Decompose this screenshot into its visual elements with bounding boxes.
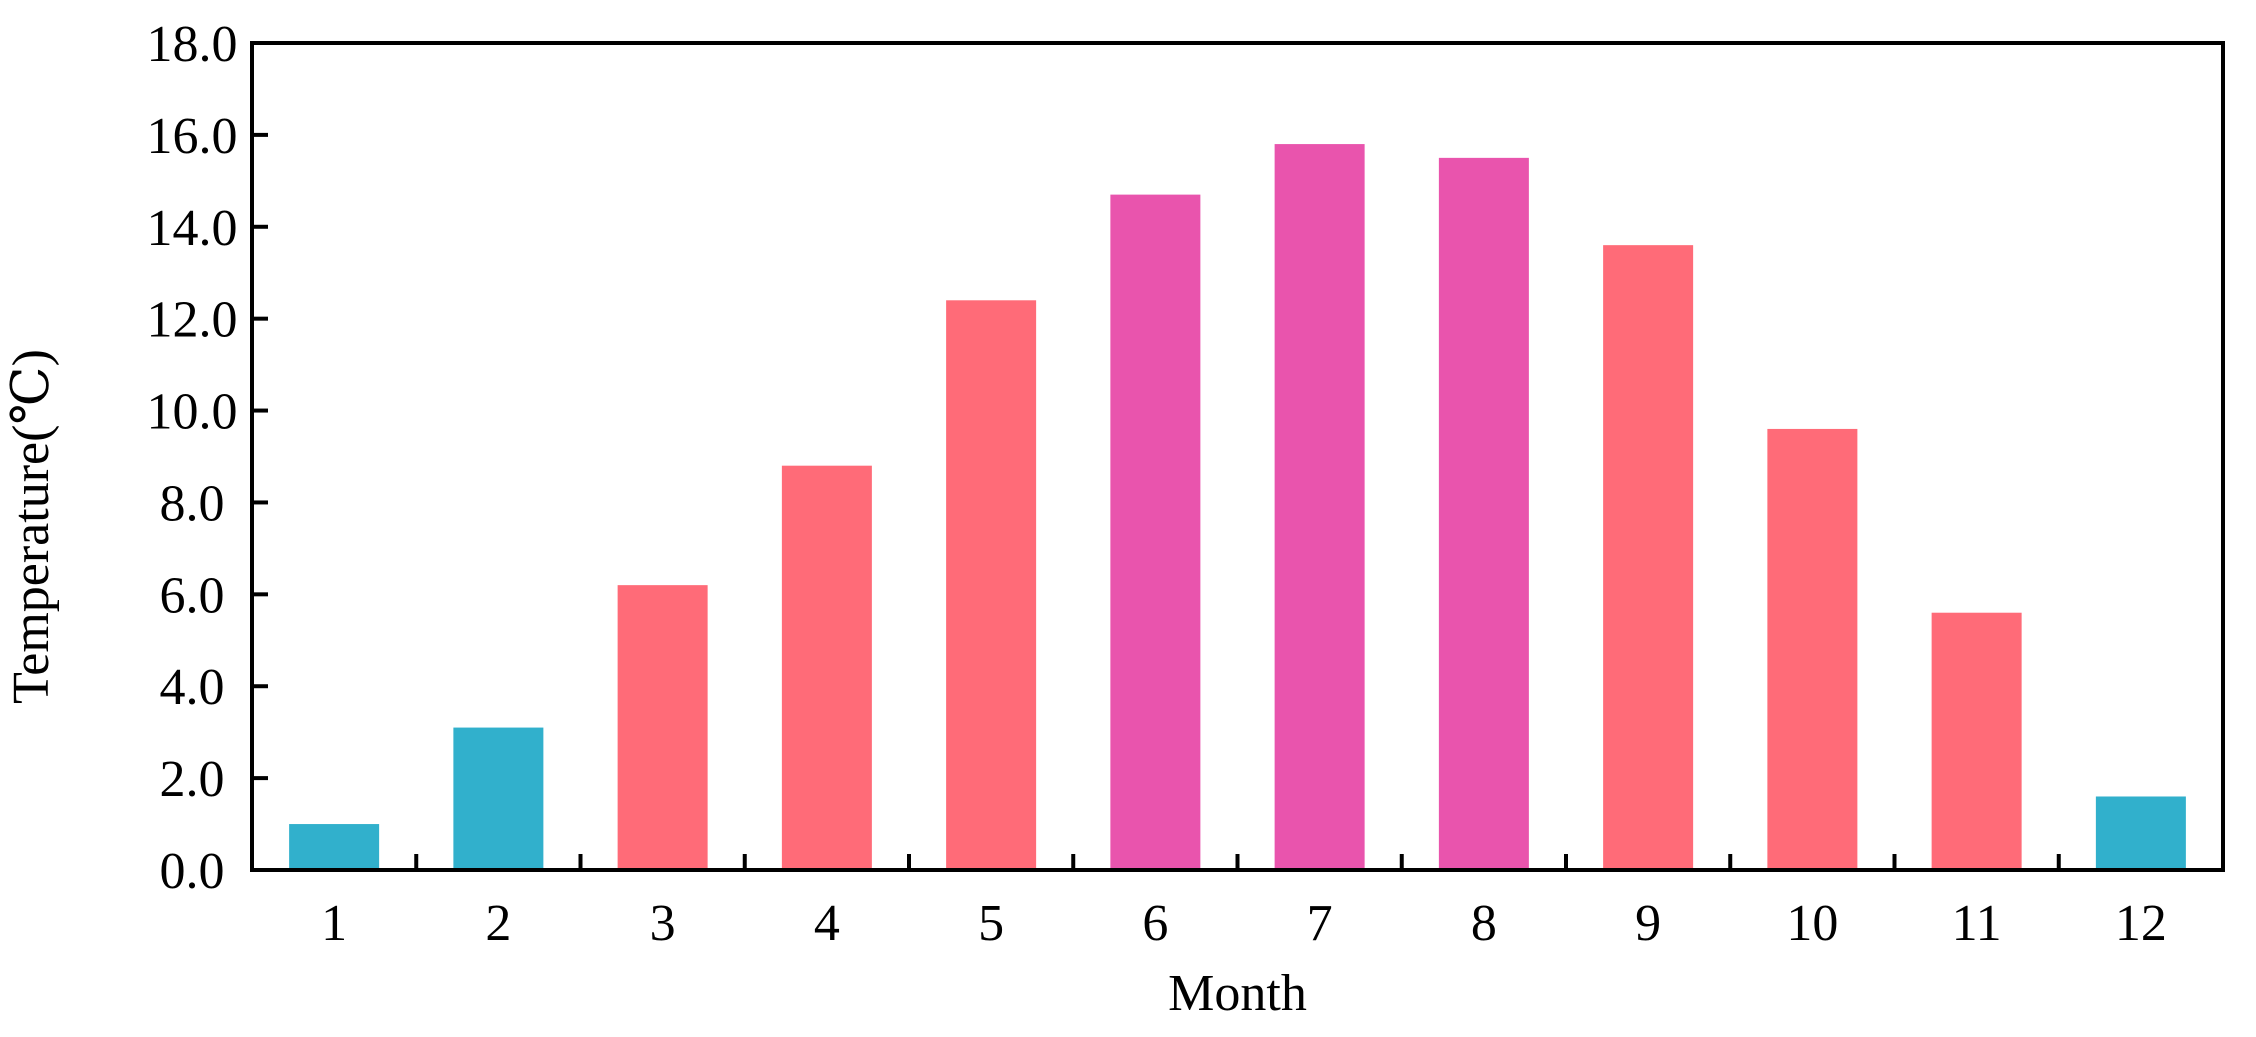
y-tick-label-6.0: 6.0 <box>160 567 225 624</box>
bar-month-3 <box>617 585 708 870</box>
plot-frame <box>250 41 2225 872</box>
y-tick-label-4.0: 4.0 <box>160 659 225 716</box>
x-tick-label-11: 11 <box>1952 895 2002 952</box>
bar-month-7 <box>1274 144 1365 871</box>
bar-month-5 <box>946 300 1037 870</box>
x-tick-label-7: 7 <box>1307 895 1333 952</box>
bars-group <box>289 144 2186 871</box>
bar-month-12 <box>2095 796 2186 870</box>
y-tick-label-14.0: 14.0 <box>147 200 238 257</box>
y-tick-label-0.0: 0.0 <box>160 843 225 900</box>
y-axis-title: Temperature(℃) <box>3 349 60 704</box>
x-tick-label-9: 9 <box>1635 895 1661 952</box>
x-axis-title: Month <box>1168 965 1307 1022</box>
y-tick-label-16.0: 16.0 <box>147 108 238 165</box>
x-tick-label-8: 8 <box>1471 895 1497 952</box>
x-tick-label-2: 2 <box>485 895 511 952</box>
x-tick-label-10: 10 <box>1786 895 1838 952</box>
x-axis-tick-labels: 1 2 3 4 5 6 7 8 9 10 11 12 <box>321 895 2167 952</box>
y-axis-ticks <box>252 41 268 872</box>
bar-month-1 <box>289 824 380 870</box>
y-tick-label-12.0: 12.0 <box>147 292 238 349</box>
bar-month-2 <box>453 727 544 870</box>
bar-month-8 <box>1438 157 1529 871</box>
y-tick-label-10.0: 10.0 <box>147 384 238 441</box>
bar-month-10 <box>1767 428 1858 870</box>
y-axis-tick-labels: 0.0 2.0 4.0 6.0 8.0 10.0 12.0 14.0 16.0 18.0 <box>147 16 238 900</box>
bar-month-6 <box>1110 194 1201 870</box>
bar-month-4 <box>781 465 872 870</box>
x-tick-label-5: 5 <box>978 895 1004 952</box>
x-tick-label-3: 3 <box>650 895 676 952</box>
y-tick-label-18.0: 18.0 <box>147 16 238 73</box>
bar-month-9 <box>1603 245 1694 871</box>
y-tick-label-8.0: 8.0 <box>160 475 225 532</box>
x-tick-label-12: 12 <box>2115 895 2167 952</box>
x-axis-ticks <box>414 854 2061 870</box>
x-tick-label-6: 6 <box>1142 895 1168 952</box>
bar-month-11 <box>1931 612 2022 870</box>
y-tick-label-2.0: 2.0 <box>160 751 225 808</box>
x-tick-label-1: 1 <box>321 895 347 952</box>
x-tick-label-4: 4 <box>814 895 840 952</box>
